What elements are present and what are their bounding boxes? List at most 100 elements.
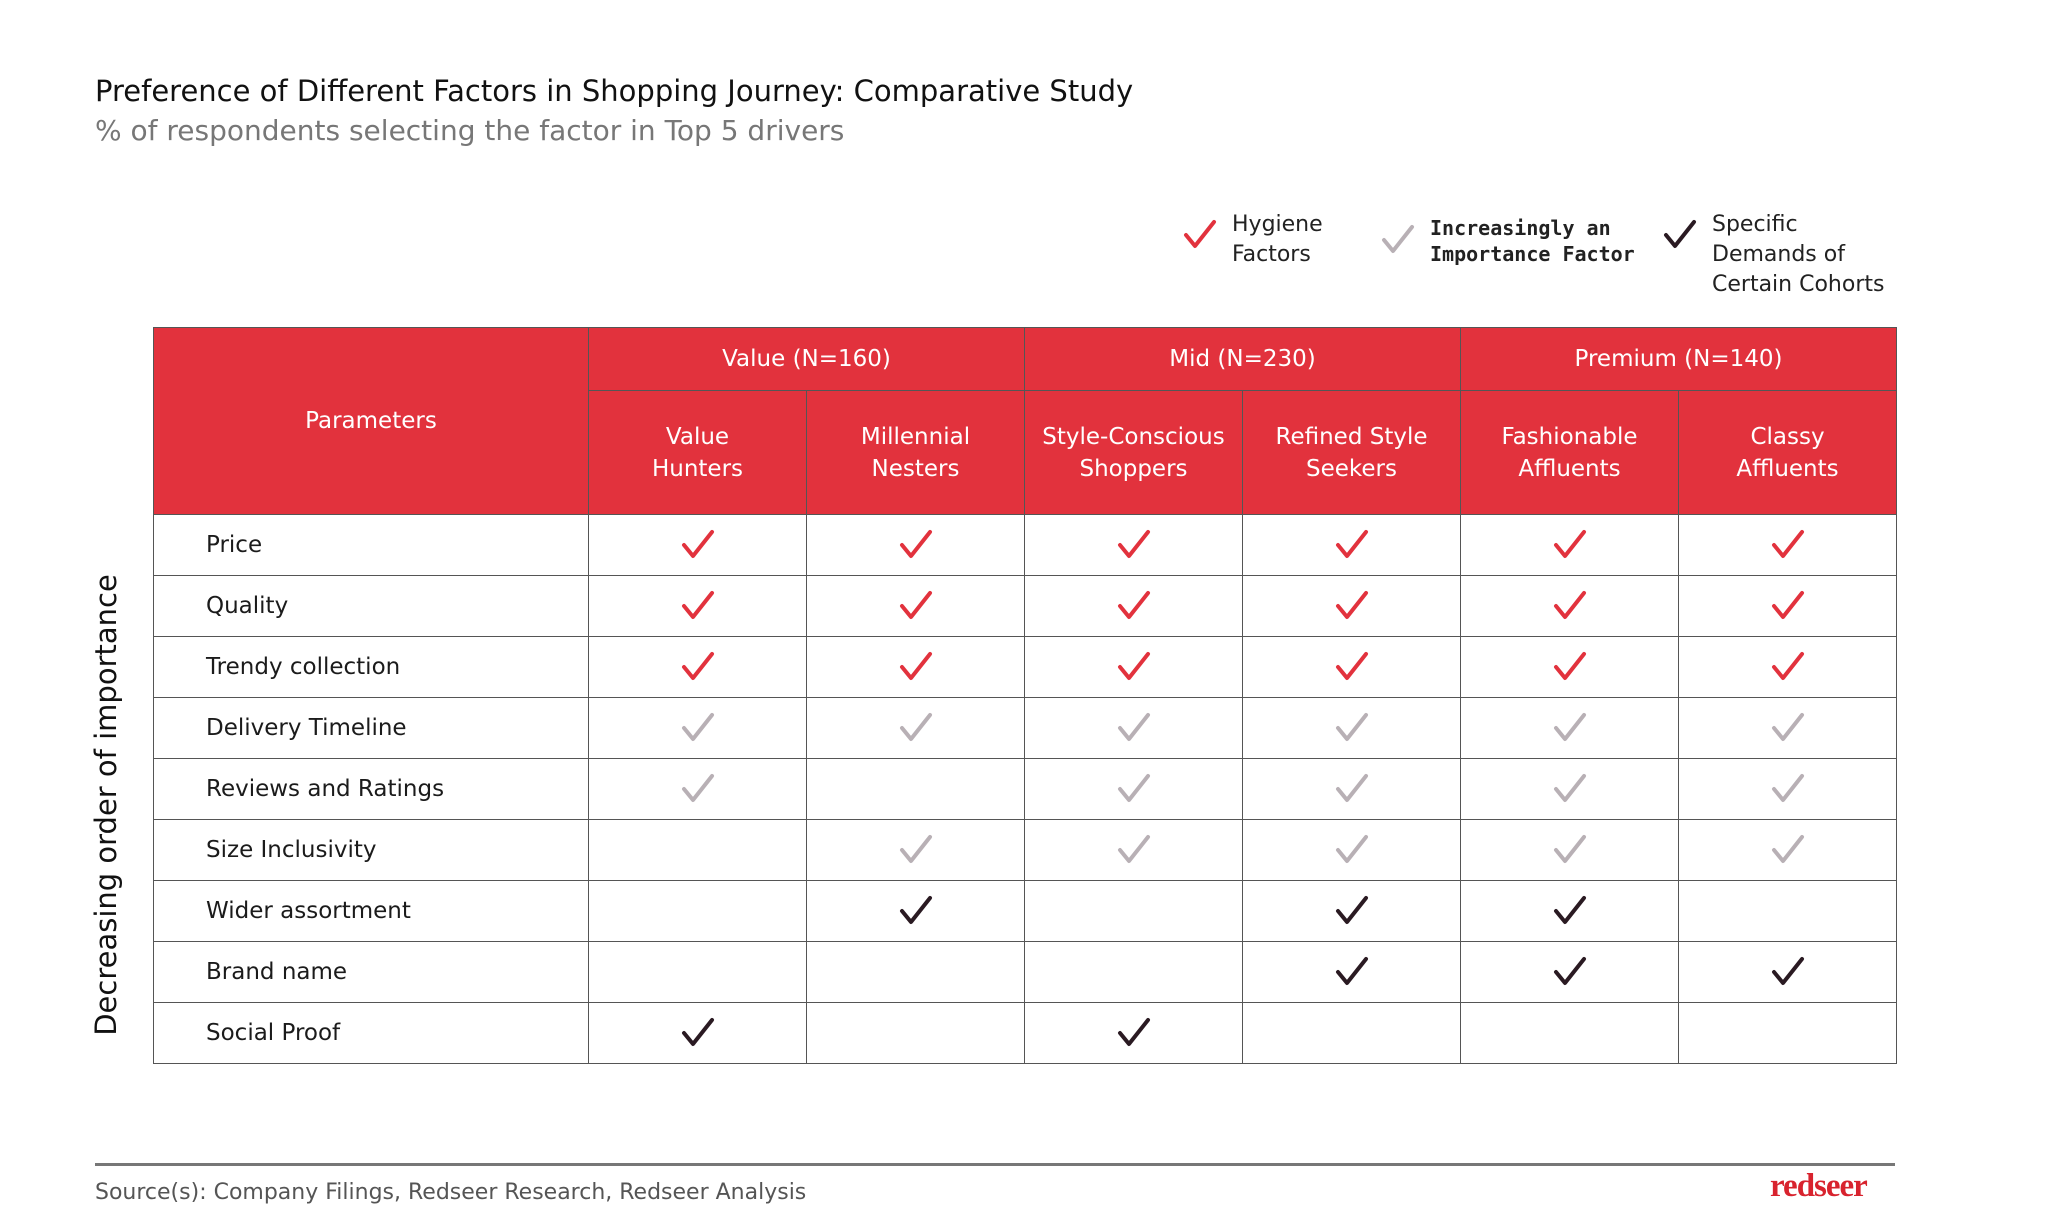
check-mark [1117, 1018, 1150, 1046]
check-cell [1242, 941, 1461, 1003]
check-stroke [681, 652, 714, 680]
check-cell [806, 575, 1025, 637]
check-cell [588, 636, 807, 698]
check-stroke [1771, 530, 1804, 558]
check-cell [588, 819, 807, 881]
check-stroke [1553, 591, 1586, 619]
check-mark [1553, 896, 1586, 924]
check-stroke [1117, 835, 1150, 863]
check-mark [1184, 220, 1216, 248]
parameter-cell: Price [153, 514, 589, 576]
group-header: Mid (N=230) [1024, 327, 1461, 391]
check-mark [1664, 220, 1696, 248]
check-cell [1242, 697, 1461, 759]
check-mark [899, 713, 932, 741]
column-header: Value Hunters [588, 390, 807, 515]
corner-header: Parameters [153, 327, 589, 515]
check-mark [1335, 774, 1368, 802]
check-stroke [1117, 774, 1150, 802]
check-mark [1117, 713, 1150, 741]
check-stroke [1335, 896, 1368, 924]
check-mark [1771, 835, 1804, 863]
check-cell [806, 1002, 1025, 1064]
check-mark [1335, 957, 1368, 985]
check-mark [1771, 957, 1804, 985]
check-mark [681, 774, 714, 802]
check-stroke [899, 652, 932, 680]
check-stroke [681, 1018, 714, 1046]
check-stroke [681, 774, 714, 802]
check-stroke [1553, 835, 1586, 863]
check-stroke [1117, 652, 1150, 680]
legend-item: Specific Demands of Certain Cohorts [1662, 210, 1884, 300]
title: Preference of Different Factors in Shopp… [95, 74, 1134, 108]
check-cell [1024, 575, 1243, 637]
check-mark [1771, 713, 1804, 741]
check-cell [1024, 819, 1243, 881]
check-stroke [1335, 591, 1368, 619]
check-cell [806, 514, 1025, 576]
check-stroke [899, 591, 932, 619]
check-cell [1024, 941, 1243, 1003]
check-cell [1678, 575, 1897, 637]
check-cell [1460, 758, 1679, 820]
check-cell [1678, 1002, 1897, 1064]
check-cell [1460, 880, 1679, 942]
table-row: Reviews and Ratings [153, 758, 1897, 820]
check-cell [1024, 636, 1243, 698]
legend-item: Increasingly an Importance Factor [1380, 215, 1635, 267]
check-cell [1678, 697, 1897, 759]
check-stroke [1335, 713, 1368, 741]
parameter-cell: Reviews and Ratings [153, 758, 589, 820]
check-cell [588, 1002, 807, 1064]
check-stroke [1553, 652, 1586, 680]
header-row: Parameters Value (N=160) Mid (N=230) Premiu… [153, 327, 1897, 515]
brand-logo: redseer [1770, 1168, 1868, 1204]
check-cell [1460, 636, 1679, 698]
check-cell [588, 514, 807, 576]
check-cell [1678, 941, 1897, 1003]
check-cell [1024, 1002, 1243, 1064]
check-mark [1553, 835, 1586, 863]
parameter-cell: Size Inclusivity [153, 819, 589, 881]
check-stroke [1335, 652, 1368, 680]
check-stroke [681, 713, 714, 741]
check-stroke [1117, 530, 1150, 558]
table-row: Delivery Timeline [153, 697, 1897, 759]
check-cell [1242, 575, 1461, 637]
axis-label: Decreasing order of importance [89, 574, 123, 1036]
check-stroke [1771, 591, 1804, 619]
check-mark [1117, 591, 1150, 619]
parameter-cell: Wider assortment [153, 880, 589, 942]
check-stroke [1553, 896, 1586, 924]
check-mark [1117, 774, 1150, 802]
check-cell [806, 758, 1025, 820]
source: Source(s): Company Filings, Redseer Rese… [95, 1180, 807, 1205]
check-mark [1335, 835, 1368, 863]
group-header: Premium (N=140) [1460, 327, 1897, 391]
check-stroke [899, 713, 932, 741]
check-mark [681, 652, 714, 680]
check-cell [1024, 758, 1243, 820]
check-stroke [1335, 530, 1368, 558]
check-stroke [1771, 652, 1804, 680]
divider [95, 1163, 1895, 1166]
check-mark [1117, 835, 1150, 863]
check-stroke [1335, 774, 1368, 802]
check-stroke [899, 896, 932, 924]
check-stroke [1184, 220, 1216, 248]
check-mark [899, 835, 932, 863]
subtitle: % of respondents selecting the factor in… [95, 114, 845, 147]
check-mark [1553, 957, 1586, 985]
check-cell [1024, 880, 1243, 942]
check-cell [1678, 819, 1897, 881]
check-stroke [1382, 225, 1414, 253]
check-stroke [1553, 530, 1586, 558]
check-mark [1335, 713, 1368, 741]
check-mark [899, 591, 932, 619]
column-header: Fashionable Affluents [1460, 390, 1679, 515]
parameter-cell: Trendy collection [153, 636, 589, 698]
check-mark [1771, 652, 1804, 680]
legend-label: Increasingly an Importance Factor [1430, 216, 1635, 266]
